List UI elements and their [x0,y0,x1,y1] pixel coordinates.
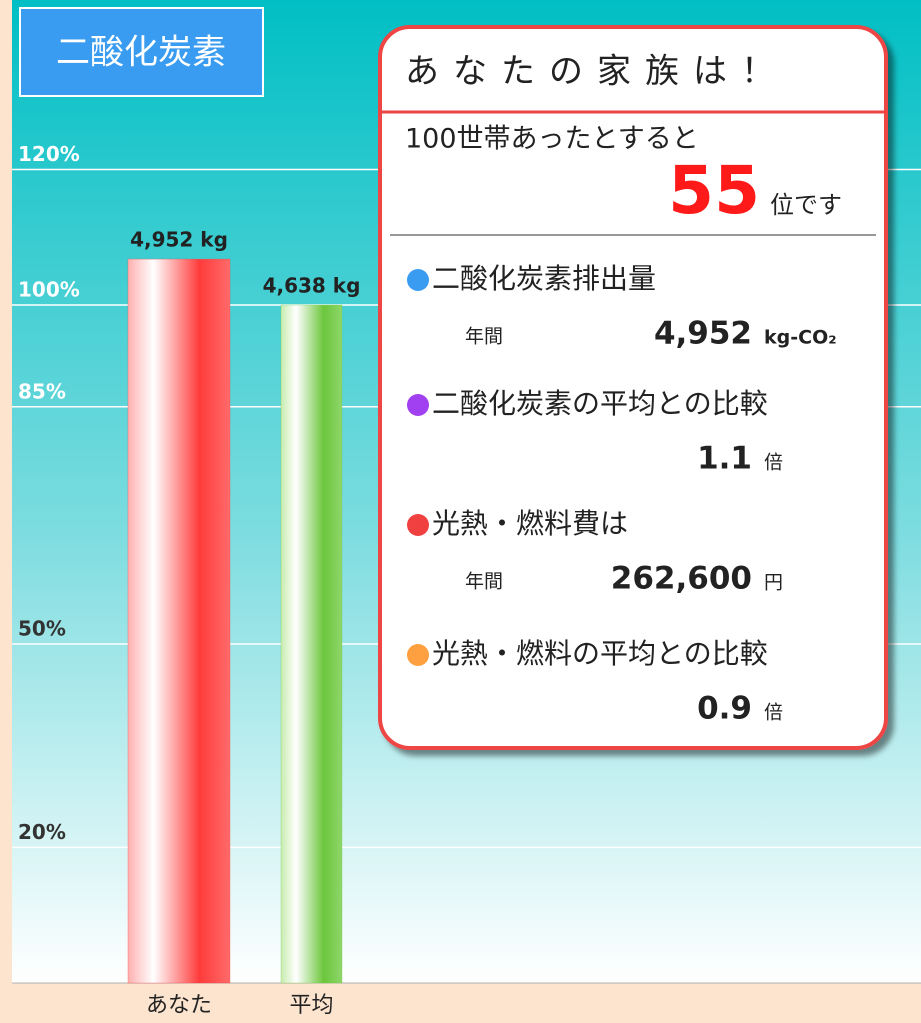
bullet [407,644,429,666]
y-tick-label: 85% [18,379,66,403]
item-prefix: 年間 [465,571,503,593]
title-box [19,7,264,97]
y-tick-label: 50% [18,617,66,641]
bullet [407,269,429,291]
item-label: 光熱・燃料の平均との比較 [432,637,768,670]
item-value: 262,600 [611,561,752,597]
rank-intro: 100世帯あったとすると [405,124,699,155]
rank-suffix: 位です [770,191,842,219]
y-tick-label: 120% [18,142,80,166]
panel-box [378,25,888,750]
y-tick-label: 20% [18,820,66,844]
bars: 20% 50% 85% 100% 120% 4,952 kg 4,638 kg [12,142,921,984]
rank: 55 [668,152,760,229]
value-label: 4,638 kg [263,274,361,298]
item-unit: 円 [764,572,783,594]
item-value: 4,952 [654,316,752,352]
item-value: 0.9 [697,691,752,727]
item-label: 二酸化炭素の平均との比較 [432,387,768,420]
item-unit: 倍 [764,702,783,724]
chart-title: 二酸化炭素 [56,33,226,73]
bullet [407,394,429,416]
panel-title: あなたの家族は！ [405,52,789,92]
item-unit: kg-CO₂ [764,327,837,349]
bar [127,258,231,984]
item-unit: 倍 [764,452,783,474]
bar [280,304,343,984]
y-tick-label: 100% [18,278,80,302]
x-tick-label: 平均 [289,993,333,1018]
value-label: 4,952 kg [130,228,228,252]
x-tick-label: あなた [146,993,212,1018]
item-label: 光熱・燃料費は [432,507,628,540]
item-prefix: 年間 [465,326,503,348]
bullet [407,514,429,536]
item-label: 二酸化炭素排出量 [432,262,656,295]
item-value: 1.1 [697,441,752,477]
